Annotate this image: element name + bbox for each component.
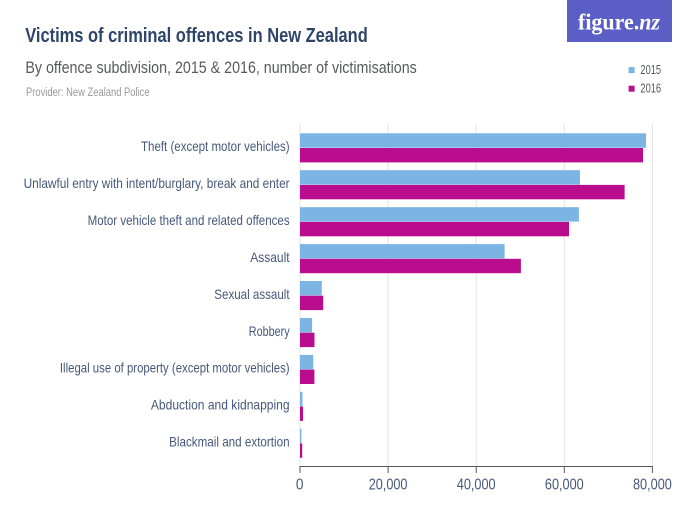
- svg-text:Illegal use of property (excep: Illegal use of property (except motor ve…: [60, 360, 290, 376]
- svg-text:Theft (except motor vehicles): Theft (except motor vehicles): [141, 138, 290, 154]
- svg-text:figure.nz: figure.nz: [578, 10, 661, 36]
- svg-text:Blackmail and extortion: Blackmail and extortion: [169, 434, 290, 450]
- svg-text:2015: 2015: [640, 62, 661, 77]
- svg-text:Sexual assault: Sexual assault: [214, 286, 289, 302]
- svg-text:Motor vehicle theft and relate: Motor vehicle theft and related offences: [88, 212, 290, 228]
- svg-text:Robbery: Robbery: [249, 323, 290, 339]
- svg-text:Assault: Assault: [250, 249, 289, 265]
- svg-text:40,000: 40,000: [457, 476, 496, 493]
- svg-text:20,000: 20,000: [369, 476, 408, 493]
- svg-text:Unlawful entry with intent/bur: Unlawful entry with intent/burglary, bre…: [24, 175, 290, 191]
- svg-text:60,000: 60,000: [545, 476, 584, 493]
- svg-text:Victims of criminal offences i: Victims of criminal offences in New Zeal…: [25, 25, 368, 47]
- svg-text:By offence subdivision, 2015 &: By offence subdivision, 2015 & 2016, num…: [25, 58, 416, 77]
- svg-text:Provider: New Zealand Police: Provider: New Zealand Police: [26, 87, 150, 99]
- svg-text:80,000: 80,000: [633, 476, 672, 493]
- svg-text:Abduction and kidnapping: Abduction and kidnapping: [151, 397, 290, 413]
- svg-text:2016: 2016: [640, 81, 661, 96]
- svg-text:0: 0: [296, 476, 304, 493]
